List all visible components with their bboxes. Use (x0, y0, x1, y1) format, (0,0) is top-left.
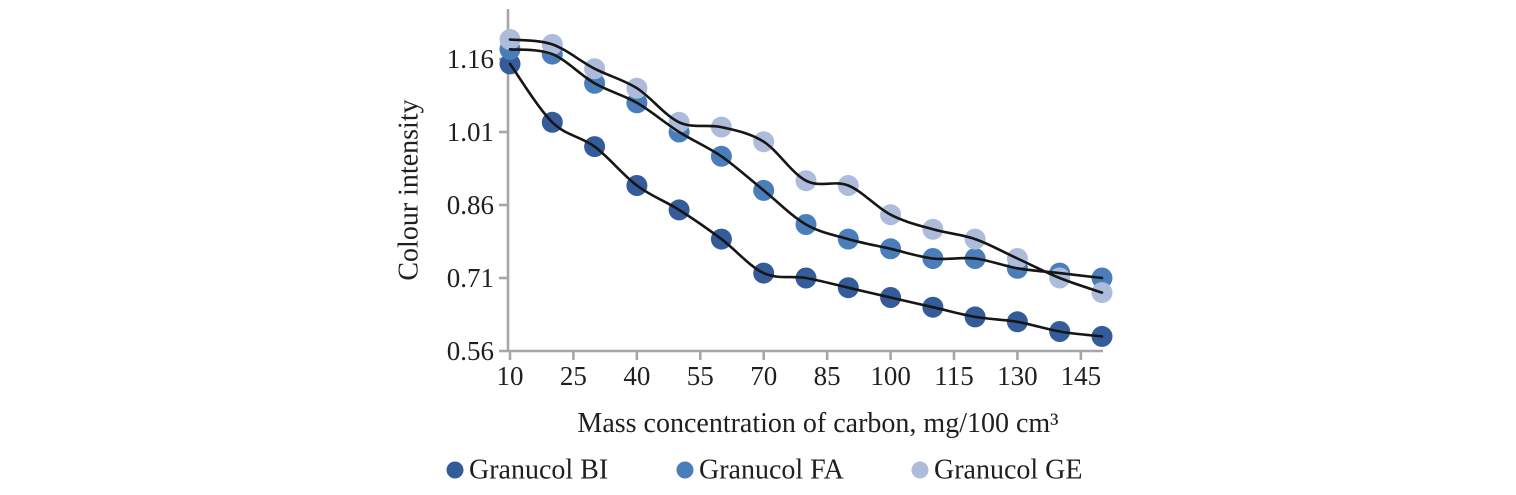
x-tick-label: 85 (814, 361, 841, 391)
x-tick-label: 70 (750, 361, 777, 391)
legend-item-granucol-ge: Granucol GE (911, 455, 1083, 486)
legend-label: Granucol FA (699, 455, 845, 486)
x-tick-label: 145 (1061, 361, 1102, 391)
legend: Granucol BI Granucol FA Granucol GE (446, 455, 1083, 486)
y-tick-label: 1.01 (447, 117, 494, 147)
y-axis-title: Colour intensity (394, 99, 425, 280)
y-tick-label: 0.86 (447, 190, 494, 220)
data-points (499, 29, 1113, 347)
legend-label: Granucol BI (469, 455, 608, 486)
axes: 0.56 0.71 0.86 1.01 1.16 10 25 40 55 70 85 100 115 13… (447, 9, 1103, 391)
legend-item-granucol-fa: Granucol FA (676, 455, 845, 486)
trendline-granucol-bi (508, 62, 1104, 338)
x-tick-label: 55 (687, 361, 714, 391)
y-tick-label: 0.56 (447, 336, 494, 366)
x-tick-label: 100 (870, 361, 911, 391)
x-tick-label: 10 (497, 361, 524, 391)
trendline-granucol-fa (508, 48, 1104, 280)
x-tick-label: 40 (623, 361, 650, 391)
x-axis-title: Mass concentration of carbon, mg/100 cm³ (577, 408, 1058, 439)
legend-item-granucol-bi: Granucol BI (446, 455, 608, 486)
y-tick-label: 0.71 (447, 263, 494, 293)
trendline-granucol-ge (508, 38, 1104, 294)
legend-marker-granucol-ge (911, 461, 929, 479)
legend-marker-granucol-fa (676, 461, 694, 479)
x-tick-label: 25 (560, 361, 587, 391)
trendlines (508, 38, 1104, 338)
legend-label: Granucol GE (934, 455, 1083, 486)
x-tick-label: 130 (997, 361, 1038, 391)
x-tick-label: 115 (934, 361, 974, 391)
y-tick-label: 1.16 (447, 44, 494, 74)
legend-marker-granucol-bi (446, 461, 464, 479)
